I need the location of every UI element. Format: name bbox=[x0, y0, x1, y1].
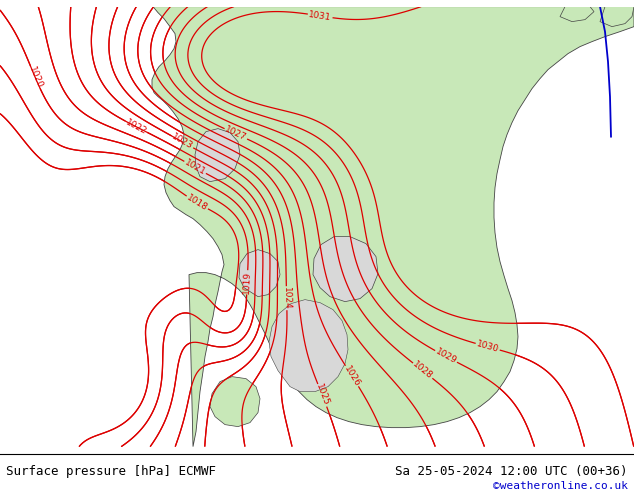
Text: 1031: 1031 bbox=[308, 10, 332, 22]
Text: 1026: 1026 bbox=[342, 364, 362, 388]
Text: Sa 25-05-2024 12:00 UTC (00+36): Sa 25-05-2024 12:00 UTC (00+36) bbox=[395, 466, 628, 478]
Text: 1027: 1027 bbox=[224, 125, 248, 143]
Text: 1029: 1029 bbox=[434, 347, 458, 366]
Text: 1028: 1028 bbox=[411, 360, 434, 381]
Text: 1018: 1018 bbox=[185, 193, 209, 213]
Text: 1021: 1021 bbox=[183, 158, 207, 177]
Polygon shape bbox=[313, 237, 378, 302]
Polygon shape bbox=[210, 377, 260, 427]
Text: Surface pressure [hPa] ECMWF: Surface pressure [hPa] ECMWF bbox=[6, 466, 216, 478]
Polygon shape bbox=[152, 7, 634, 446]
Text: ©weatheronline.co.uk: ©weatheronline.co.uk bbox=[493, 481, 628, 490]
Text: 1024: 1024 bbox=[282, 287, 292, 310]
Polygon shape bbox=[195, 129, 240, 182]
Text: 1030: 1030 bbox=[476, 339, 500, 354]
Polygon shape bbox=[239, 249, 280, 296]
Polygon shape bbox=[269, 299, 348, 392]
Text: 1022: 1022 bbox=[124, 118, 148, 136]
Polygon shape bbox=[600, 7, 634, 26]
Polygon shape bbox=[560, 7, 594, 22]
Text: 1019: 1019 bbox=[242, 270, 252, 294]
Text: 1025: 1025 bbox=[314, 383, 330, 408]
Text: 1020: 1020 bbox=[27, 65, 44, 90]
Text: 1023: 1023 bbox=[170, 132, 195, 151]
